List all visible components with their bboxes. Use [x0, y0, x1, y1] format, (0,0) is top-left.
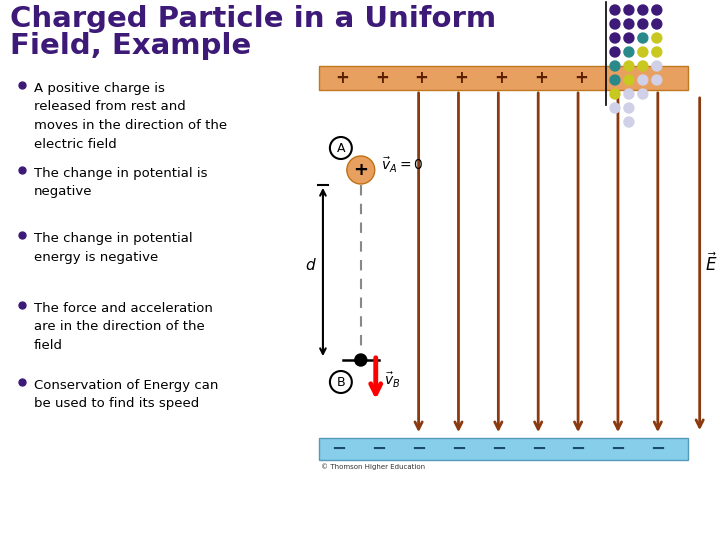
Circle shape: [610, 89, 620, 99]
Circle shape: [610, 103, 620, 113]
Circle shape: [624, 117, 634, 127]
Circle shape: [652, 75, 662, 85]
Text: The change in potential
energy is negative: The change in potential energy is negati…: [34, 232, 192, 264]
Circle shape: [347, 156, 374, 184]
Circle shape: [638, 19, 648, 29]
Text: $d$: $d$: [305, 257, 317, 273]
Circle shape: [638, 61, 648, 71]
Text: Charged Particle in a Uniform: Charged Particle in a Uniform: [10, 5, 496, 33]
Circle shape: [610, 5, 620, 15]
Text: The change in potential is
negative: The change in potential is negative: [34, 167, 207, 199]
Text: −: −: [570, 440, 585, 458]
Circle shape: [652, 61, 662, 71]
Text: −: −: [451, 440, 466, 458]
Circle shape: [624, 5, 634, 15]
Text: +: +: [574, 69, 588, 87]
Circle shape: [610, 47, 620, 57]
Text: +: +: [375, 69, 389, 87]
Text: −: −: [491, 440, 506, 458]
Circle shape: [638, 75, 648, 85]
Circle shape: [624, 89, 634, 99]
Circle shape: [610, 33, 620, 43]
Text: −: −: [531, 440, 546, 458]
Text: −: −: [611, 440, 626, 458]
Circle shape: [330, 371, 352, 393]
Text: © Thomson Higher Education: © Thomson Higher Education: [321, 463, 425, 470]
Circle shape: [652, 33, 662, 43]
Circle shape: [638, 33, 648, 43]
Circle shape: [638, 89, 648, 99]
Circle shape: [638, 5, 648, 15]
Circle shape: [624, 75, 634, 85]
Circle shape: [355, 354, 366, 366]
Circle shape: [624, 33, 634, 43]
Circle shape: [624, 19, 634, 29]
Text: +: +: [495, 69, 508, 87]
Circle shape: [652, 19, 662, 29]
Text: −: −: [411, 440, 426, 458]
Circle shape: [624, 61, 634, 71]
Text: −: −: [372, 440, 387, 458]
Text: $\vec{E}$: $\vec{E}$: [705, 253, 717, 275]
Circle shape: [652, 47, 662, 57]
Circle shape: [624, 47, 634, 57]
Text: The force and acceleration
are in the direction of the
field: The force and acceleration are in the di…: [34, 302, 213, 352]
Circle shape: [330, 137, 352, 159]
Circle shape: [610, 19, 620, 29]
Text: +: +: [534, 69, 548, 87]
Text: A: A: [337, 141, 345, 154]
Text: Field, Example: Field, Example: [10, 32, 251, 60]
Bar: [319, 438, 688, 460]
Text: −: −: [331, 440, 346, 458]
Circle shape: [624, 103, 634, 113]
Text: +: +: [354, 161, 369, 179]
Circle shape: [610, 61, 620, 71]
Text: $\vec{v}_A = 0$: $\vec{v}_A = 0$: [381, 156, 423, 174]
Circle shape: [652, 5, 662, 15]
Text: +: +: [335, 69, 348, 87]
Text: Conservation of Energy can
be used to find its speed: Conservation of Energy can be used to fi…: [34, 379, 218, 410]
Text: B: B: [336, 375, 345, 388]
Text: −: −: [650, 440, 665, 458]
Bar: [319, 66, 688, 90]
Text: A positive charge is
released from rest and
moves in the direction of the
electr: A positive charge is released from rest …: [34, 82, 227, 151]
Circle shape: [610, 75, 620, 85]
Text: $\vec{v}_B$: $\vec{v}_B$: [384, 370, 400, 389]
Text: +: +: [415, 69, 428, 87]
Text: +: +: [454, 69, 469, 87]
Circle shape: [638, 47, 648, 57]
